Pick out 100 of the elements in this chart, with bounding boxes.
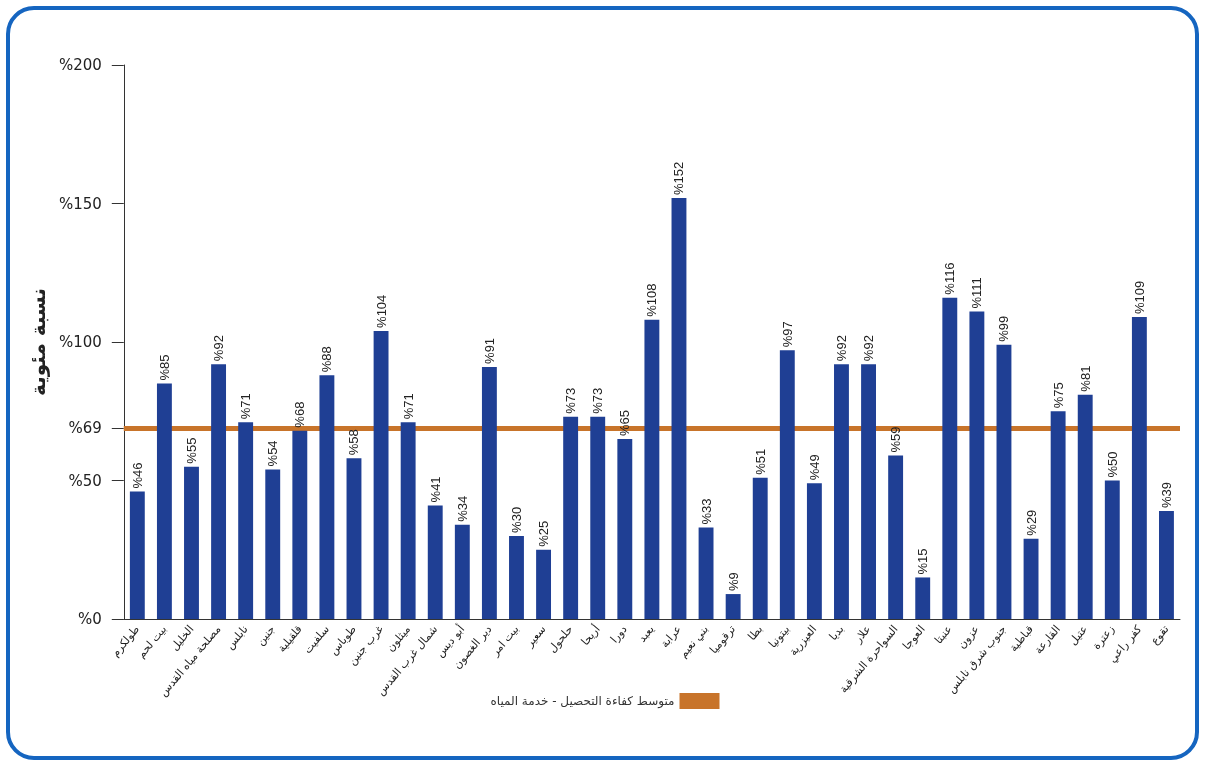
bar xyxy=(1050,411,1066,619)
bar xyxy=(671,197,687,619)
y-axis-title: نسبة مئوية xyxy=(26,288,50,396)
data-label: %97 xyxy=(779,321,795,348)
data-label: %65 xyxy=(617,409,633,436)
x-tick-label: عنبتا xyxy=(932,622,955,647)
x-tick-label: جنين xyxy=(253,622,278,648)
bar xyxy=(996,344,1012,619)
data-label: %25 xyxy=(536,520,552,547)
data-label: %75 xyxy=(1050,382,1066,409)
data-label: %68 xyxy=(292,401,308,428)
bar xyxy=(617,438,633,619)
bar xyxy=(509,535,524,619)
x-tick-label: علار xyxy=(851,622,874,647)
data-label: %46 xyxy=(129,462,145,489)
data-label: %109 xyxy=(1131,280,1147,315)
y-tick-label: %150 xyxy=(58,194,102,213)
bar xyxy=(563,416,579,619)
data-label: %29 xyxy=(1023,509,1039,536)
bar xyxy=(834,364,849,619)
data-label: %58 xyxy=(346,429,362,456)
data-label: %73 xyxy=(590,387,606,414)
bar xyxy=(536,549,552,619)
bar xyxy=(454,524,470,619)
bar xyxy=(129,491,145,619)
data-label: %111 xyxy=(969,277,985,309)
y-tick-label: %0 xyxy=(77,610,102,628)
x-tick-label: الخليل xyxy=(167,622,197,654)
bar xyxy=(698,527,714,619)
bar xyxy=(1159,510,1174,619)
bar xyxy=(400,422,416,619)
data-label: %108 xyxy=(644,283,660,317)
bar xyxy=(1104,480,1120,619)
x-tick-label: بديا xyxy=(826,622,847,643)
x-tick-label: عزون xyxy=(955,622,982,652)
bar xyxy=(915,577,931,619)
data-label: %71 xyxy=(400,393,416,420)
x-tick-label: يعبد xyxy=(635,622,657,645)
data-label: %49 xyxy=(806,454,822,481)
bar xyxy=(265,469,281,619)
data-label: %55 xyxy=(183,437,199,464)
bar xyxy=(481,366,497,619)
y-tick-label: %50 xyxy=(68,471,102,490)
bar xyxy=(1131,317,1147,619)
bar xyxy=(238,422,254,619)
data-label: %15 xyxy=(915,548,931,575)
data-label: %116 xyxy=(942,262,958,295)
bar xyxy=(725,594,741,619)
data-label: %152 xyxy=(671,161,687,195)
data-label: %41 xyxy=(427,476,443,503)
x-tick-label: تقوع xyxy=(1148,622,1172,648)
bar xyxy=(319,375,335,619)
y-tick-label: %100 xyxy=(58,333,102,351)
bar xyxy=(644,319,660,619)
bar xyxy=(752,477,768,619)
x-tick-label: بيتونيا xyxy=(766,622,793,651)
data-label: %33 xyxy=(698,498,714,525)
bar xyxy=(346,458,362,619)
data-label: %30 xyxy=(508,506,524,533)
x-tick-label: نابلس xyxy=(223,622,251,652)
bar xyxy=(888,455,904,619)
bar xyxy=(1077,394,1093,619)
x-tick-label: أريحا xyxy=(577,622,603,648)
bar xyxy=(861,364,876,619)
data-label: %71 xyxy=(238,393,254,420)
data-label: %91 xyxy=(481,337,497,364)
data-label: %34 xyxy=(454,495,470,522)
data-label: %51 xyxy=(752,448,768,475)
x-tick-label: العوجا xyxy=(900,622,928,653)
x-tick-label: عتيل xyxy=(1066,622,1091,648)
bar xyxy=(779,350,795,619)
x-tick-label: طولكرم xyxy=(108,622,143,660)
data-label: %73 xyxy=(563,387,579,414)
bar xyxy=(156,383,172,619)
bar xyxy=(373,330,389,619)
x-tick-label: دورا xyxy=(607,622,630,646)
data-label: %88 xyxy=(319,346,335,373)
data-label: %50 xyxy=(1104,451,1120,478)
data-label: %92 xyxy=(211,335,227,362)
data-label: %99 xyxy=(996,315,1012,342)
x-tick-label: بطا xyxy=(745,622,766,643)
x-tick-label: عرابة xyxy=(658,622,684,651)
data-label: %9 xyxy=(725,572,741,592)
data-label: %81 xyxy=(1077,365,1093,392)
bar xyxy=(292,430,308,619)
data-label: %92 xyxy=(833,335,849,362)
bar xyxy=(1023,538,1039,619)
bar xyxy=(806,483,822,619)
bar xyxy=(590,416,606,619)
legend-label: متوسط كفاءة التحصيل - خدمة المياه xyxy=(490,694,675,709)
data-label: %39 xyxy=(1158,481,1174,508)
bar xyxy=(427,505,443,619)
data-label: %85 xyxy=(156,354,172,381)
data-label: %92 xyxy=(861,335,877,362)
bar xyxy=(184,466,199,619)
bar xyxy=(969,311,985,619)
data-label: %54 xyxy=(265,440,281,467)
y-tick-label: %69 xyxy=(68,418,102,437)
data-label: %59 xyxy=(888,426,904,453)
bar xyxy=(211,364,227,619)
